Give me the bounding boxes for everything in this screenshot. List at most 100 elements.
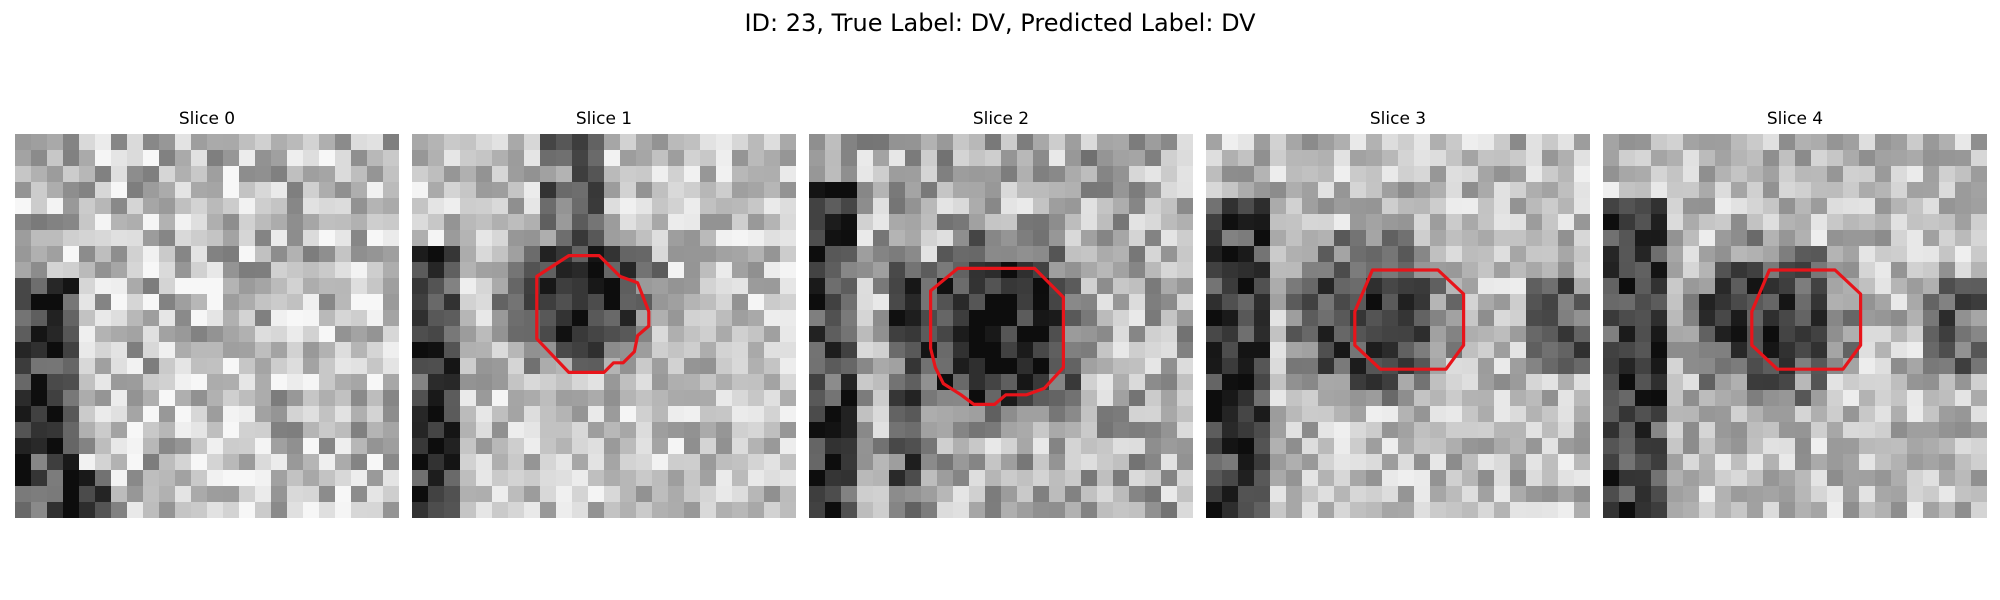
image-pixel (444, 310, 460, 326)
image-pixel (460, 246, 476, 262)
image-pixel (444, 230, 460, 246)
image-pixel (1382, 342, 1398, 358)
image-pixel (1129, 166, 1145, 182)
image-pixel (620, 390, 636, 406)
image-pixel (1414, 358, 1430, 374)
image-pixel (620, 198, 636, 214)
image-pixel (335, 134, 351, 150)
image-pixel (47, 214, 63, 230)
image-pixel (1065, 278, 1081, 294)
image-pixel (1715, 406, 1731, 422)
image-pixel (1129, 358, 1145, 374)
image-pixel (1161, 182, 1177, 198)
image-pixel (684, 470, 700, 486)
image-pixel (937, 470, 953, 486)
image-pixel (588, 262, 604, 278)
image-pixel (1145, 486, 1161, 502)
image-pixel (732, 166, 748, 182)
image-pixel (1033, 134, 1049, 150)
image-pixel (175, 326, 191, 342)
image-pixel (1651, 470, 1667, 486)
image-pixel (1510, 262, 1526, 278)
image-pixel (857, 454, 873, 470)
image-pixel (1811, 470, 1827, 486)
image-pixel (287, 358, 303, 374)
image-pixel (287, 390, 303, 406)
image-pixel (1542, 214, 1558, 230)
image-pixel (476, 246, 492, 262)
image-pixel (143, 198, 159, 214)
image-pixel (95, 246, 111, 262)
image-pixel (1286, 358, 1302, 374)
image-pixel (287, 230, 303, 246)
image-pixel (492, 278, 508, 294)
image-pixel (428, 150, 444, 166)
image-pixel (1478, 438, 1494, 454)
image-pixel (1145, 246, 1161, 262)
image-pixel (1683, 134, 1699, 150)
image-pixel (1603, 358, 1619, 374)
image-pixel (1683, 198, 1699, 214)
image-pixel (1462, 422, 1478, 438)
image-pixel (271, 278, 287, 294)
image-pixel (127, 310, 143, 326)
image-pixel (1683, 294, 1699, 310)
image-pixel (1033, 454, 1049, 470)
image-pixel (969, 182, 985, 198)
image-pixel (1001, 294, 1017, 310)
image-pixel (175, 438, 191, 454)
image-pixel (1779, 310, 1795, 326)
image-pixel (1033, 422, 1049, 438)
image-pixel (1081, 342, 1097, 358)
image-pixel (1049, 230, 1065, 246)
image-pixel (1875, 198, 1891, 214)
image-pixel (841, 390, 857, 406)
image-pixel (1366, 326, 1382, 342)
image-pixel (780, 230, 796, 246)
image-pixel (1222, 406, 1238, 422)
image-pixel (556, 278, 572, 294)
image-pixel (748, 438, 764, 454)
image-pixel (684, 294, 700, 310)
image-pixel (1603, 182, 1619, 198)
image-pixel (476, 262, 492, 278)
image-pixel (1763, 406, 1779, 422)
image-pixel (303, 150, 319, 166)
image-pixel (15, 358, 31, 374)
image-pixel (492, 470, 508, 486)
image-pixel (95, 214, 111, 230)
image-pixel (1875, 150, 1891, 166)
image-pixel (1907, 406, 1923, 422)
image-pixel (857, 278, 873, 294)
image-pixel (1302, 438, 1318, 454)
image-pixel (1811, 326, 1827, 342)
image-pixel (1843, 166, 1859, 182)
image-pixel (175, 166, 191, 182)
image-pixel (1875, 342, 1891, 358)
image-pixel (1907, 166, 1923, 182)
image-pixel (1398, 134, 1414, 150)
image-pixel (1843, 294, 1859, 310)
image-pixel (620, 310, 636, 326)
image-pixel (732, 502, 748, 518)
image-pixel (700, 406, 716, 422)
image-pixel (1635, 262, 1651, 278)
image-pixel (1462, 358, 1478, 374)
image-pixel (1302, 422, 1318, 438)
image-pixel (1683, 454, 1699, 470)
image-pixel (1222, 422, 1238, 438)
image-pixel (764, 134, 780, 150)
image-pixel (1270, 198, 1286, 214)
image-pixel (1081, 166, 1097, 182)
image-pixel (1177, 438, 1193, 454)
image-pixel (476, 502, 492, 518)
image-pixel (1145, 166, 1161, 182)
image-pixel (1603, 326, 1619, 342)
image-pixel (319, 486, 335, 502)
image-pixel (1907, 454, 1923, 470)
image-pixel (1017, 310, 1033, 326)
image-pixel (937, 502, 953, 518)
image-pixel (1270, 278, 1286, 294)
image-pixel (1033, 230, 1049, 246)
image-pixel (111, 502, 127, 518)
